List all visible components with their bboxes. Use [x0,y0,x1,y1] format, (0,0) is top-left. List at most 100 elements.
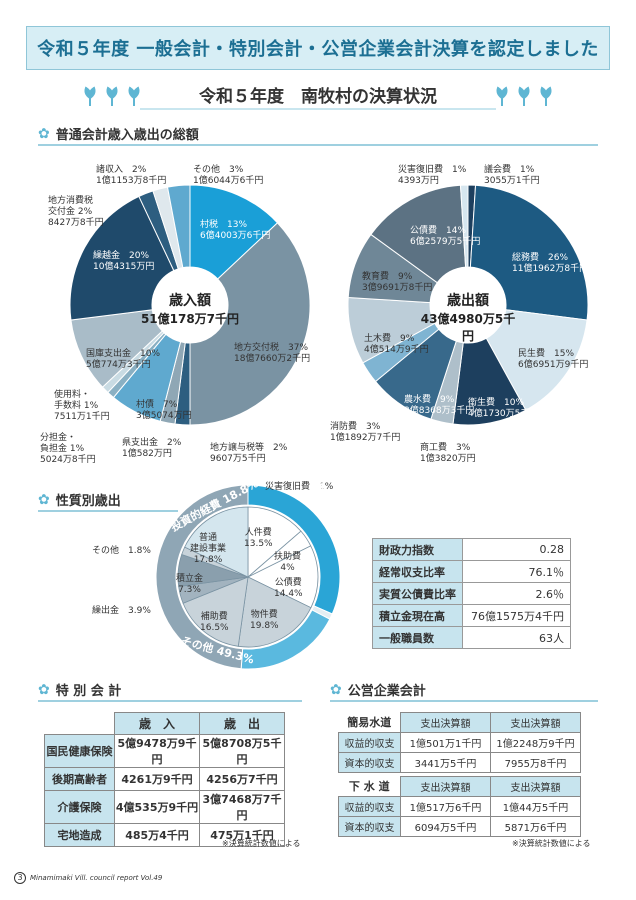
sewer-table: 下 水 道 支出決算額 支出決算額 収益的収支 1億517万6千円 1億44万5千円… [338,776,581,837]
finance-row: 財政力指数 0.28 [372,538,571,561]
exp-label-saigai: 災害復旧費 1% 4393万円 [398,165,467,186]
rev-label-kokko: 国庫支出金 10% 5億774万3千円 [86,349,161,370]
sprout-icon: ✿ [38,491,50,508]
water-table: 簡易水道 支出決算額 支出決算額 収益的収支 1億501万1千円 1億2248万9千… [338,712,581,773]
section-title-text: 公営企業会計 [347,684,426,699]
nat-label-fujo: 扶助費 4% [274,552,302,573]
header-revenue: 歳 入 [114,712,200,735]
cell-revenue: 5億9478万9千円 [114,734,200,768]
water-header-a: 支出決算額 [400,712,491,733]
nat-label-tsumitate: 積立金 7.3% [176,574,204,595]
cell-a: 1億517万6千円 [400,796,491,817]
rev-label-sonsai: 村債 7% 3億5074万円 [136,400,192,421]
nat-label-futsu: 普通 建設事業 17.8% [190,533,227,565]
rev-label-joyo: 地方譲与税等 2% 9607万5千円 [210,443,288,464]
rev-label-shiyoryo: 使用料・ 手数料 1% 7511万1千円 [54,390,110,422]
row-label: 資本的収支 [338,752,401,773]
nat-label-saigai: 災害復旧費 1% [265,482,334,492]
finance-value: 76億1575万4千円 [462,604,571,627]
finance-value: 76.1％ [462,560,571,583]
cell-b: 7955万8千円 [490,752,581,773]
rev-label-sonota: その他 3% 1億6044万6千円 [193,165,264,186]
cell-expense: 4256万7千円 [199,767,285,791]
banner-title: 令和５年度 一般会計・特別会計・公営企業会計決算を認定しました [26,26,610,70]
water-title: 簡易水道 [338,712,401,733]
row-label: 後期高齢者 [44,767,115,791]
finance-row: 実質公債費比率 2.6％ [372,582,571,605]
exp-label-gikai: 議会費 1% 3055万1千円 [484,165,540,186]
table-row: 収益的収支 1億517万6千円 1億44万5千円 [338,796,581,817]
sprout-icon: ✿ [38,125,50,142]
cell-expense: 3億7468万7千円 [199,790,285,824]
row-label: 介護保険 [44,790,115,824]
revenue-center-label: 歳入額 [169,293,211,309]
finance-label: 経常収支比率 [372,560,463,583]
finance-value: 63人 [462,626,571,649]
table-row: 国民健康保険 5億9478万9千円 5億8708万5千円 [44,734,285,768]
nat-label-bukken: 物件費 19.8% [250,610,279,631]
section-title-text: 性質別歳出 [55,494,121,509]
expenditure-slice-2 [485,309,588,411]
table-row: 後期高齢者 4261万9千円 4256万7千円 [44,767,285,791]
header-expense: 歳 出 [199,712,285,735]
section-divider [38,700,302,702]
exp-label-nosui: 農水費 9% 3億8368万3千円 [404,395,475,416]
finance-row: 経常収支比率 76.1％ [372,560,571,583]
cell-a: 1億501万1千円 [400,732,491,753]
rev-label-shonyu: 諸収入 2% 1億1153万8千円 [96,165,167,186]
finance-row: 一般職員数 63人 [372,626,571,649]
special-note: ※決算統計数値による [222,839,301,848]
cell-revenue: 4億535万9千円 [114,790,200,824]
section-divider [38,510,178,512]
exp-label-doboku: 土木費 9% 4億514万9千円 [364,334,429,355]
row-label: 収益的収支 [338,732,401,753]
sewer-header-a: 支出決算額 [400,776,491,797]
expenditure-slice-9 [370,184,467,284]
expenditure-center-label: 歳出額 [447,293,489,309]
sprout-icon: ✿ [38,681,50,698]
subtitle: 令和５年度 南牧村の決算状況 [140,80,496,110]
expenditure-center: 歳出額 43億4980万5千円 [418,290,518,344]
finance-value: 2.6％ [462,582,571,605]
footer-text: Minamimaki Vill. council report Vol.49 [30,874,163,882]
cell-b: 1億44万5千円 [490,796,581,817]
row-label: 収益的収支 [338,796,401,817]
section-divider [38,144,598,146]
finance-row: 積立金現在高 76億1575万4千円 [372,604,571,627]
section-title-public: ✿ 公営企業会計 [330,680,426,700]
cell-expense: 5億8708万5千円 [199,734,285,768]
finance-label: 一般職員数 [372,626,463,649]
sprout-icon: ✿ [330,681,342,698]
special-accounts-table: 歳 入 歳 出 国民健康保険 5億9478万9千円 5億8708万5千円 後期高齢者 4… [44,712,285,847]
revenue-pie-chart [69,184,311,426]
cell-b: 1億2248万9千円 [490,732,581,753]
cell-a: 6094万5千円 [400,816,491,837]
rev-label-sonzei: 村税 13% 6億4003万6千円 [200,220,271,241]
row-label: 宅地造成 [44,823,115,847]
public-note: ※決算統計数値による [512,839,591,848]
sewer-title: 下 水 道 [338,776,401,797]
revenue-slice-8 [69,195,175,321]
table-row: 宅地造成 485万4千円 475万1千円 [44,823,285,847]
section-title-nature: ✿ 性質別歳出 [38,490,121,510]
exp-label-minsei: 民生費 15% 6億6951万9千円 [518,349,589,370]
nature-outer-slice-3 [155,484,249,670]
rev-label-ken: 県支出金 2% 1億582万円 [122,438,182,459]
cell-b: 5871万6千円 [490,816,581,837]
table-row: 資本的収支 3441万5千円 7955万8千円 [338,752,581,773]
nat-label-hojo: 補助費 16.5% [200,612,229,633]
section-title-general: ✿ 普通会計歳入歳出の総額 [38,124,199,144]
revenue-center-value: 51億178万7千円 [140,312,240,326]
nat-label-jinken: 人件費 13.5% [244,528,273,549]
expenditure-slice-1 [469,184,589,321]
section-title-text: 特 別 会 計 [55,684,122,699]
expenditure-pie-chart [347,184,589,426]
expenditure-slice-10 [459,184,469,268]
sewer-header-b: 支出決算額 [490,776,581,797]
rev-label-buntan: 分担金・ 負担金 1% 5024万8千円 [40,433,96,465]
exp-label-somu: 総務費 26% 11億1962万8千円 [512,253,589,274]
table-row: 収益的収支 1億501万1千円 1億2248万9千円 [338,732,581,753]
cell-expense: 475万1千円 [199,823,285,847]
exp-label-kosai: 公債費 14% 6億2579万5千円 [410,226,481,247]
finance-label: 財政力指数 [372,538,463,561]
